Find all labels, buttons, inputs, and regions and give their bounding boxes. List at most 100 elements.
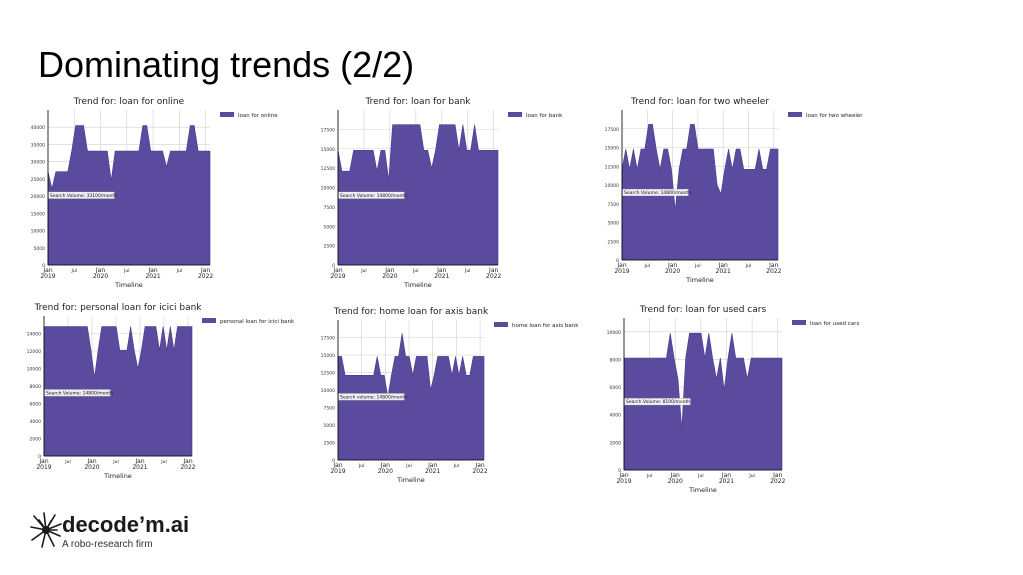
annotation-box bbox=[44, 389, 111, 397]
x-tick-label: Jan 2021 bbox=[145, 267, 160, 280]
chart-personal-loan-icici: Trend for: personal loan for icici bank 0… bbox=[26, 300, 295, 490]
y-tick-label: 12500 bbox=[605, 164, 619, 170]
x-axis-label: Timeline bbox=[688, 486, 717, 494]
y-tick-label: 12000 bbox=[27, 349, 41, 355]
annotation-label: Search Volume: 14800/month bbox=[340, 193, 407, 199]
y-tick-label: 30000 bbox=[31, 160, 45, 166]
brand-logo: decode’m.ai A robo-research firm bbox=[30, 510, 230, 555]
x-tick-label: Jul bbox=[694, 263, 700, 269]
legend-swatch bbox=[494, 322, 508, 327]
chart-svg: Trend for: personal loan for icici bank 0… bbox=[27, 303, 295, 480]
y-tick-label: 14000 bbox=[27, 332, 41, 338]
slide-title: Dominating trends (2/2) bbox=[38, 44, 415, 85]
y-tick-label: 4000 bbox=[610, 413, 622, 419]
legend-swatch bbox=[202, 318, 216, 323]
x-tick-label: Jul bbox=[64, 459, 70, 465]
x-axis-label: Timeline bbox=[114, 281, 143, 289]
x-axis-label: Timeline bbox=[685, 276, 714, 284]
x-tick-label: Jan 2019 bbox=[616, 472, 631, 485]
chart-svg: Trend for: loan for bank 0 2500 5000 7500 100… bbox=[321, 97, 563, 289]
x-tick-label: Jan 2019 bbox=[40, 267, 55, 280]
x-tick-label: Jul bbox=[748, 473, 754, 479]
x-tick-label: Jul bbox=[697, 473, 703, 479]
y-tick-label: 15000 bbox=[31, 211, 45, 217]
x-tick-label: Jan 2020 bbox=[668, 472, 683, 485]
x-tick-label: Jan 2021 bbox=[434, 267, 449, 280]
y-tick-label: 2500 bbox=[608, 239, 620, 245]
chart-title: Trend for: loan for online bbox=[73, 97, 185, 107]
y-tick-label: 7500 bbox=[608, 202, 620, 208]
x-tick-label: Jan 2021 bbox=[132, 458, 147, 471]
y-tick-label: 5000 bbox=[324, 423, 336, 429]
chart-title: Trend for: personal loan for icici bank bbox=[33, 303, 202, 313]
x-tick-label: Jul bbox=[360, 268, 366, 274]
chart-title: Trend for: loan for used cars bbox=[639, 305, 767, 315]
chart-title: Trend for: loan for two wheeler bbox=[630, 97, 769, 107]
legend-swatch bbox=[788, 112, 802, 117]
x-tick-label: Jul bbox=[464, 268, 470, 274]
x-tick-label: Jul bbox=[358, 463, 364, 469]
legend-swatch bbox=[220, 112, 234, 117]
chart-title: Trend for: loan for bank bbox=[364, 97, 471, 107]
y-tick-label: 12500 bbox=[321, 166, 335, 172]
x-tick-label: Jan 2022 bbox=[770, 472, 785, 485]
y-tick-label: 5000 bbox=[324, 224, 336, 230]
y-tick-label: 7500 bbox=[324, 205, 336, 211]
y-tick-label: 2500 bbox=[324, 244, 336, 250]
x-tick-label: Jul bbox=[405, 463, 411, 469]
x-tick-label: Jul bbox=[71, 268, 77, 274]
legend-swatch bbox=[508, 112, 522, 117]
x-tick-label: Jan 2022 bbox=[472, 462, 487, 475]
chart-loan-for-used-cars: Trend for: loan for used cars 0 2000 4000 60… bbox=[598, 300, 870, 500]
x-tick-label: Jul bbox=[745, 263, 751, 269]
annotation-label: Search Volume: 33100/month bbox=[50, 193, 117, 199]
y-tick-label: 4000 bbox=[30, 419, 42, 425]
annotation-label: Search volume: 14800/month bbox=[340, 394, 407, 400]
legend-label: loan for online bbox=[238, 113, 278, 119]
x-tick-label: Jan 2021 bbox=[716, 262, 731, 275]
annotation-label: Search Volume: 14800/month bbox=[624, 190, 691, 196]
y-tick-label: 0 bbox=[38, 454, 41, 460]
logo-mark-icon bbox=[30, 512, 62, 548]
chart-home-loan-axis: Trend for: home loan for axis bank 0 2500 5… bbox=[318, 300, 580, 490]
x-tick-label: Jan 2020 bbox=[378, 462, 393, 475]
chart-loan-for-two-wheeler: Trend for: loan for two wheeler 0 2500 5000… bbox=[598, 92, 870, 290]
x-tick-label: Jan 2019 bbox=[614, 262, 629, 275]
x-tick-label: Jan 2019 bbox=[330, 267, 345, 280]
legend-label: home loan for axis bank bbox=[512, 323, 579, 329]
x-tick-label: Jul bbox=[123, 268, 129, 274]
chart-svg: Trend for: home loan for axis bank 0 2500 5… bbox=[321, 307, 580, 484]
x-tick-label: Jul bbox=[112, 459, 118, 465]
y-tick-label: 17500 bbox=[605, 127, 619, 133]
legend-swatch bbox=[792, 320, 806, 325]
y-tick-label: 2000 bbox=[30, 437, 42, 443]
annotation-box bbox=[338, 191, 405, 199]
y-tick-label: 15000 bbox=[321, 147, 335, 153]
y-tick-label: 2000 bbox=[610, 440, 622, 446]
x-axis-label: Timeline bbox=[403, 281, 432, 289]
x-tick-label: Jul bbox=[453, 463, 459, 469]
y-tick-label: 15000 bbox=[321, 353, 335, 359]
brand-name: decode’m.ai bbox=[62, 512, 190, 537]
y-tick-label: 25000 bbox=[31, 177, 45, 183]
annotation-box bbox=[338, 393, 405, 401]
x-tick-label: Jul bbox=[176, 268, 182, 274]
annotation-box bbox=[622, 188, 689, 197]
y-tick-label: 8000 bbox=[610, 357, 622, 363]
chart-title: Trend for: home loan for axis bank bbox=[333, 307, 489, 317]
x-tick-label: Jan 2022 bbox=[180, 458, 195, 471]
y-tick-label: 10000 bbox=[27, 367, 41, 373]
x-tick-label: Jan 2022 bbox=[198, 267, 213, 280]
x-tick-label: Jan 2020 bbox=[93, 267, 108, 280]
x-tick-label: Jan 2020 bbox=[665, 262, 680, 275]
y-tick-label: 40000 bbox=[31, 125, 45, 131]
x-tick-label: Jan 2021 bbox=[425, 462, 440, 475]
annotation-label: Search Volume: 14800/month bbox=[46, 390, 113, 396]
chart-loan-for-bank: Trend for: loan for bank 0 2500 5000 7500 100… bbox=[318, 92, 580, 290]
annotation-box bbox=[624, 397, 691, 406]
annotation-label: Search Volume: 8100/month bbox=[626, 399, 690, 405]
y-tick-label: 10000 bbox=[31, 229, 45, 235]
y-tick-label: 0 bbox=[332, 458, 335, 464]
y-tick-label: 0 bbox=[618, 468, 621, 474]
y-tick-label: 2500 bbox=[324, 441, 336, 447]
